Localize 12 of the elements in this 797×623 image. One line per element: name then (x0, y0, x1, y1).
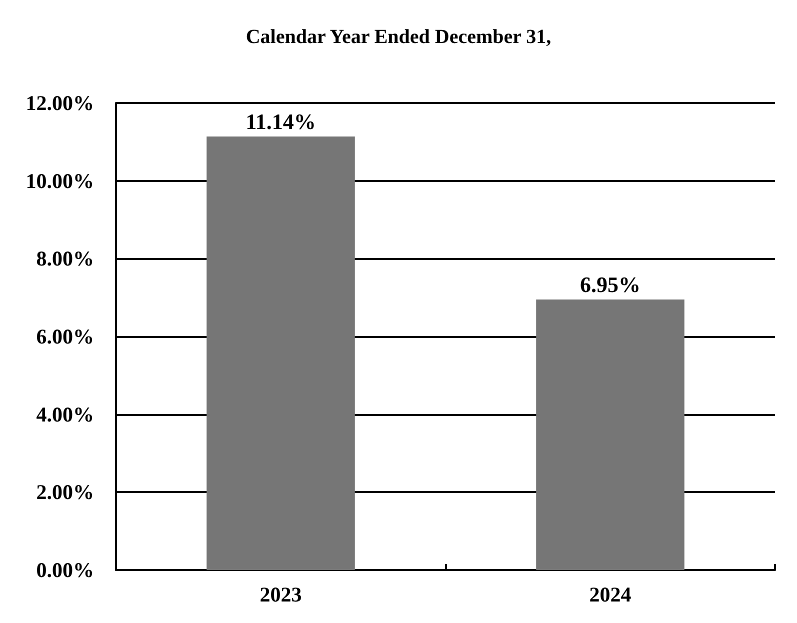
y-tick-label: 2.00% (36, 480, 94, 504)
y-tick-label: 4.00% (36, 402, 94, 426)
y-tick-label: 10.00% (26, 168, 94, 193)
data-label: 11.14% (246, 108, 316, 134)
chart-title: Calendar Year Ended December 31, (246, 26, 552, 48)
y-tick-label: 6.00% (36, 324, 94, 348)
x-tick-label: 2024 (589, 582, 632, 606)
y-tick-label: 0.00% (36, 558, 94, 582)
data-label: 6.95% (580, 272, 640, 298)
y-tick-label: 8.00% (36, 246, 94, 271)
x-tick-label: 2023 (260, 582, 302, 606)
y-tick-label: 12.00% (26, 91, 94, 115)
